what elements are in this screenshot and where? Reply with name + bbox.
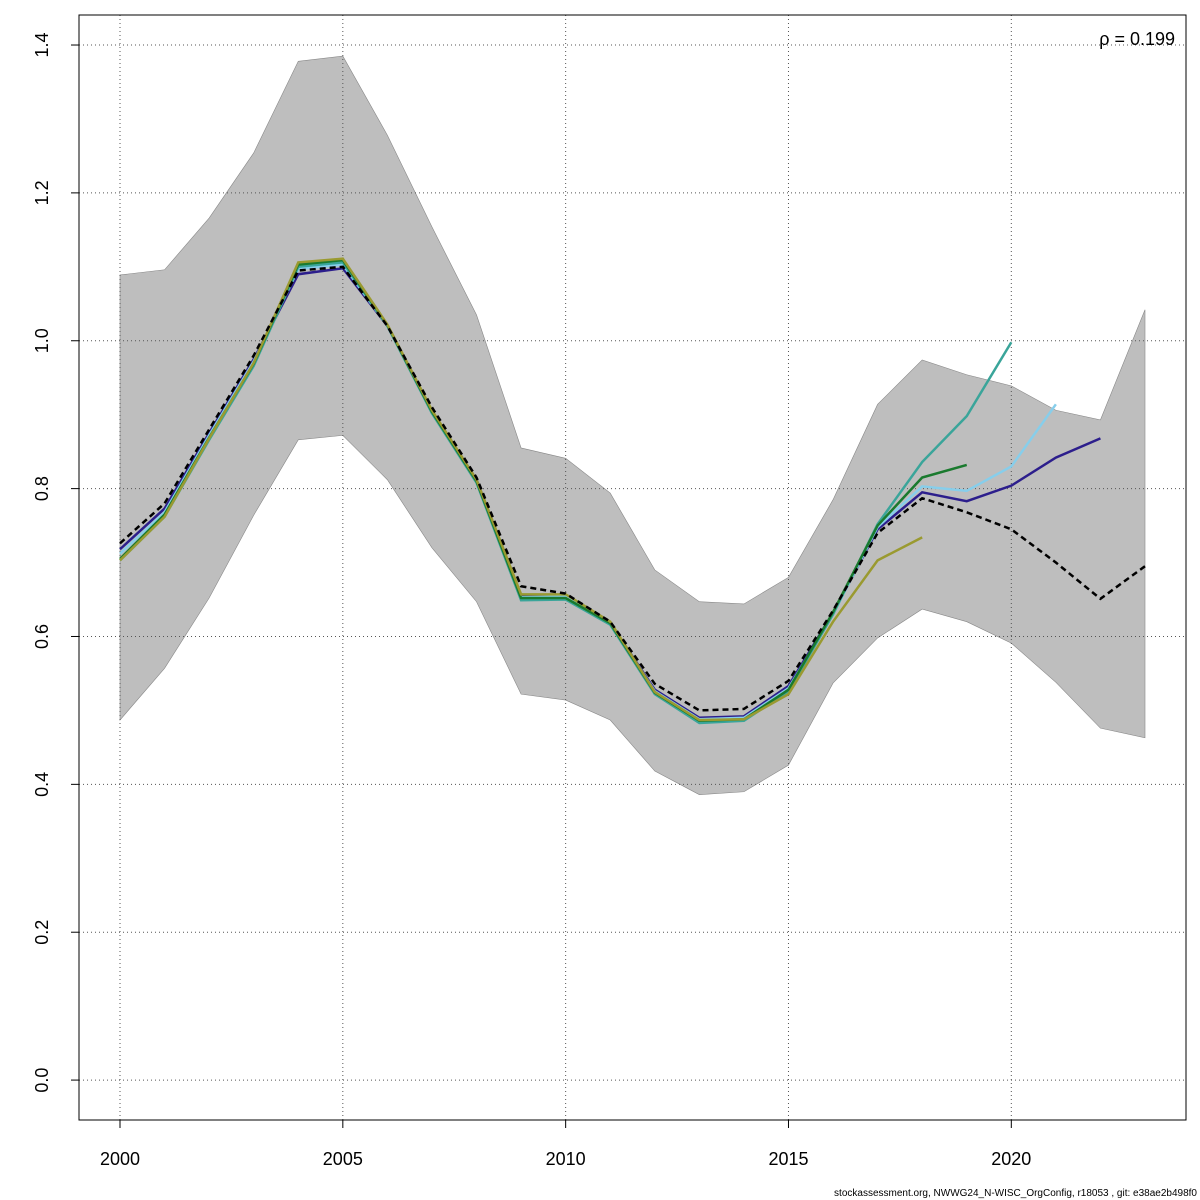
annotation: ρ = 0.199 bbox=[1099, 29, 1175, 49]
x-tick-label: 2010 bbox=[546, 1149, 586, 1169]
x-tick-label: 2020 bbox=[991, 1149, 1031, 1169]
plot: 2000 2005 2010 2015 2020 0.0 0.2 0.4 0.6 0.8 1.0 1.… bbox=[32, 14, 1187, 1169]
x-tick-label: 2005 bbox=[323, 1149, 363, 1169]
y-tick-label: 0.4 bbox=[32, 772, 52, 797]
y-tick-label: 1.4 bbox=[32, 33, 52, 58]
x-tick-label: 2000 bbox=[100, 1149, 140, 1169]
plot-frame bbox=[78, 14, 1187, 1121]
confidence-band bbox=[119, 55, 1146, 796]
series-line bbox=[119, 257, 923, 722]
y-tick-label: 1.2 bbox=[32, 180, 52, 205]
y-tick-label: 0.2 bbox=[32, 920, 52, 945]
series-line bbox=[119, 265, 1146, 712]
y-tick-label: 0.0 bbox=[32, 1068, 52, 1093]
y-tick-label: 0.8 bbox=[32, 476, 52, 501]
x-tick-label: 2015 bbox=[768, 1149, 808, 1169]
footer: stockassessment.org, NWWG24_N-WISC_OrgCo… bbox=[834, 1188, 1197, 1199]
y-tick-label: 1.0 bbox=[32, 328, 52, 353]
y-tick-label: 0.6 bbox=[32, 624, 52, 649]
